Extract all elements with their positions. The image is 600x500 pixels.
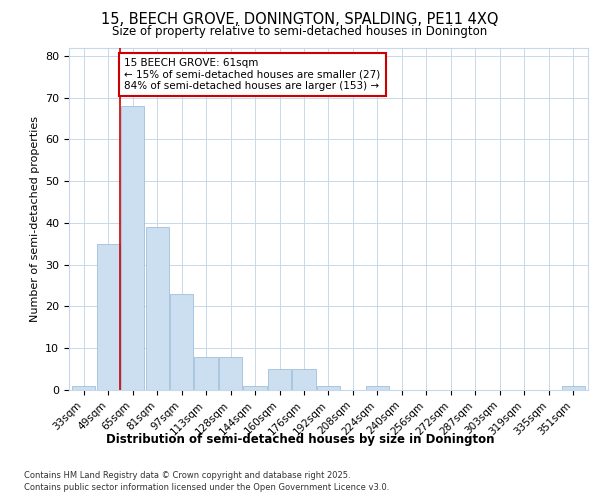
Bar [170,294,193,390]
Bar [244,386,266,390]
Text: Distribution of semi-detached houses by size in Donington: Distribution of semi-detached houses by … [106,432,494,446]
Bar [72,386,95,390]
Bar [146,227,169,390]
Bar [219,356,242,390]
Bar [268,369,291,390]
Text: Contains HM Land Registry data © Crown copyright and database right 2025.: Contains HM Land Registry data © Crown c… [24,471,350,480]
Y-axis label: Number of semi-detached properties: Number of semi-detached properties [29,116,40,322]
Bar [366,386,389,390]
Bar [292,369,316,390]
Text: 15, BEECH GROVE, DONINGTON, SPALDING, PE11 4XQ: 15, BEECH GROVE, DONINGTON, SPALDING, PE… [101,12,499,28]
Bar [194,356,218,390]
Bar [317,386,340,390]
Text: Contains public sector information licensed under the Open Government Licence v3: Contains public sector information licen… [24,482,389,492]
Bar [562,386,585,390]
Text: Size of property relative to semi-detached houses in Donington: Size of property relative to semi-detach… [112,25,488,38]
Bar [121,106,144,390]
Text: 15 BEECH GROVE: 61sqm
← 15% of semi-detached houses are smaller (27)
84% of semi: 15 BEECH GROVE: 61sqm ← 15% of semi-deta… [124,58,380,91]
Bar [97,244,120,390]
